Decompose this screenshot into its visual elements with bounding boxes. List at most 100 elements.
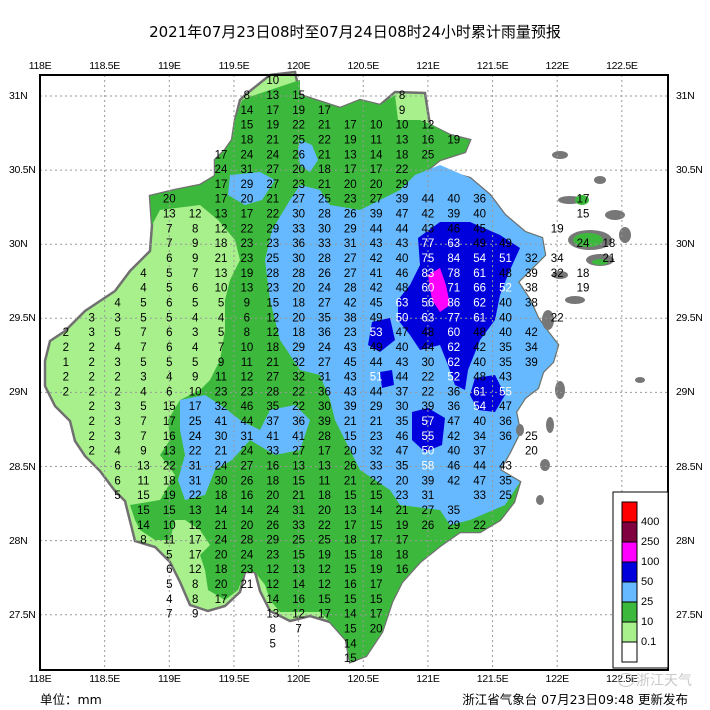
rain-value: 14 (370, 149, 383, 161)
lat-label-left: 31N (9, 90, 28, 102)
rain-value: 33 (473, 490, 486, 502)
rain-value: 24 (318, 342, 331, 354)
rain-value: 22 (422, 372, 435, 384)
rain-value: 24 (189, 431, 202, 443)
rain-value: 21 (318, 149, 331, 161)
rain-value: 37 (266, 416, 279, 428)
rain-value: 21 (215, 446, 228, 458)
rain-value: 2 (63, 327, 69, 339)
rain-value: 43 (344, 386, 357, 398)
rain-value: 39 (396, 194, 409, 206)
lat-label-right: 27.5N (676, 608, 703, 621)
rain-value: 14 (215, 505, 228, 517)
rain-value: 11 (137, 475, 149, 487)
rain-value: 9 (192, 609, 198, 621)
rain-value: 30 (318, 401, 331, 413)
rain-value: 35 (396, 416, 409, 428)
rain-value: 6 (114, 475, 120, 487)
rain-value: 18 (318, 490, 331, 502)
rain-value: 78 (447, 268, 460, 280)
rain-value: 10 (189, 386, 202, 398)
rain-value: 15 (266, 297, 279, 309)
rain-value: 6 (114, 461, 120, 473)
rain-value: 33 (370, 461, 383, 473)
rain-value: 15 (370, 594, 383, 606)
rain-value: 6 (166, 342, 172, 354)
rain-value: 52 (447, 372, 460, 384)
rain-value: 18 (215, 564, 228, 576)
rain-value: 29 (292, 342, 305, 354)
rain-value: 46 (447, 461, 460, 473)
lon-label-bottom: 118E (28, 673, 52, 685)
rain-value: 22 (292, 401, 305, 413)
rain-value: 6 (166, 253, 172, 265)
rain-value: 18 (396, 149, 409, 161)
rain-value: 24 (240, 149, 253, 161)
rain-value: 3 (114, 431, 120, 443)
legend-swatch (621, 581, 638, 603)
rain-value: 17 (577, 194, 590, 206)
rain-value: 39 (344, 401, 357, 413)
rain-value: 41 (370, 268, 383, 280)
rain-value: 14 (137, 520, 150, 532)
rain-value: 27 (422, 505, 435, 517)
rain-value: 28 (292, 268, 305, 280)
rain-value: 6 (244, 312, 250, 324)
rain-value: 34 (525, 342, 538, 354)
rain-value: 47 (396, 446, 409, 458)
lat-label-left: 27.5N (9, 608, 36, 621)
rain-value: 27 (266, 164, 279, 176)
rain-value: 20 (266, 490, 279, 502)
rain-value: 5 (166, 283, 172, 295)
lat-label-left: 30.5N (9, 164, 36, 177)
rain-value: 31 (344, 238, 357, 250)
rain-value: 44 (473, 461, 486, 473)
rain-value: 12 (266, 312, 279, 324)
rain-value: 46 (396, 431, 409, 443)
rain-value: 4 (114, 297, 121, 309)
watermark: 浙江天气 (618, 670, 692, 690)
rain-value: 17 (370, 579, 383, 591)
legend-swatch (621, 521, 638, 543)
rain-value: 3 (89, 327, 95, 339)
rain-value: 13 (344, 505, 357, 517)
legend-swatch (621, 541, 638, 563)
rain-zone-50-100 (398, 222, 520, 390)
rain-value: 39 (318, 416, 331, 428)
rain-value: 4 (140, 268, 147, 280)
rain-value: 13 (189, 505, 202, 517)
rain-value: 8 (399, 90, 405, 102)
rain-value: 27 (240, 461, 253, 473)
rain-value: 83 (422, 268, 435, 280)
rain-value: 26 (318, 268, 331, 280)
rain-value: 20 (240, 194, 253, 206)
rain-value: 12 (189, 564, 202, 576)
rain-value: 21 (603, 253, 616, 265)
rain-value: 35 (499, 342, 512, 354)
rain-value: 27 (344, 253, 357, 265)
lat-label-right: 31N (676, 90, 695, 102)
rain-value: 15 (163, 505, 176, 517)
rain-value: 15 (240, 120, 253, 132)
rain-value: 34 (473, 431, 486, 443)
rain-value: 10 (266, 75, 279, 87)
rain-value: 12 (189, 209, 202, 221)
rain-value: 36 (499, 431, 512, 443)
rain-value: 7 (192, 268, 198, 280)
rain-value: 43 (344, 372, 357, 384)
rain-value: 36 (473, 194, 486, 206)
rain-value: 20 (318, 505, 331, 517)
lat-label-left: 30N (9, 238, 28, 251)
rain-zone-25-50-west (178, 395, 310, 500)
rain-value: 19 (396, 520, 409, 532)
rain-value: 12 (318, 579, 331, 591)
rain-value: 21 (344, 475, 357, 487)
rain-value: 8 (270, 624, 276, 636)
rain-value: 30 (422, 357, 435, 369)
rain-value: 32 (525, 253, 538, 265)
lon-label-top: 122.5E (606, 60, 638, 72)
rain-value: 44 (422, 194, 435, 206)
rain-value: 42 (370, 253, 383, 265)
rain-value: 40 (499, 327, 512, 339)
rain-value: 40 (473, 416, 486, 428)
